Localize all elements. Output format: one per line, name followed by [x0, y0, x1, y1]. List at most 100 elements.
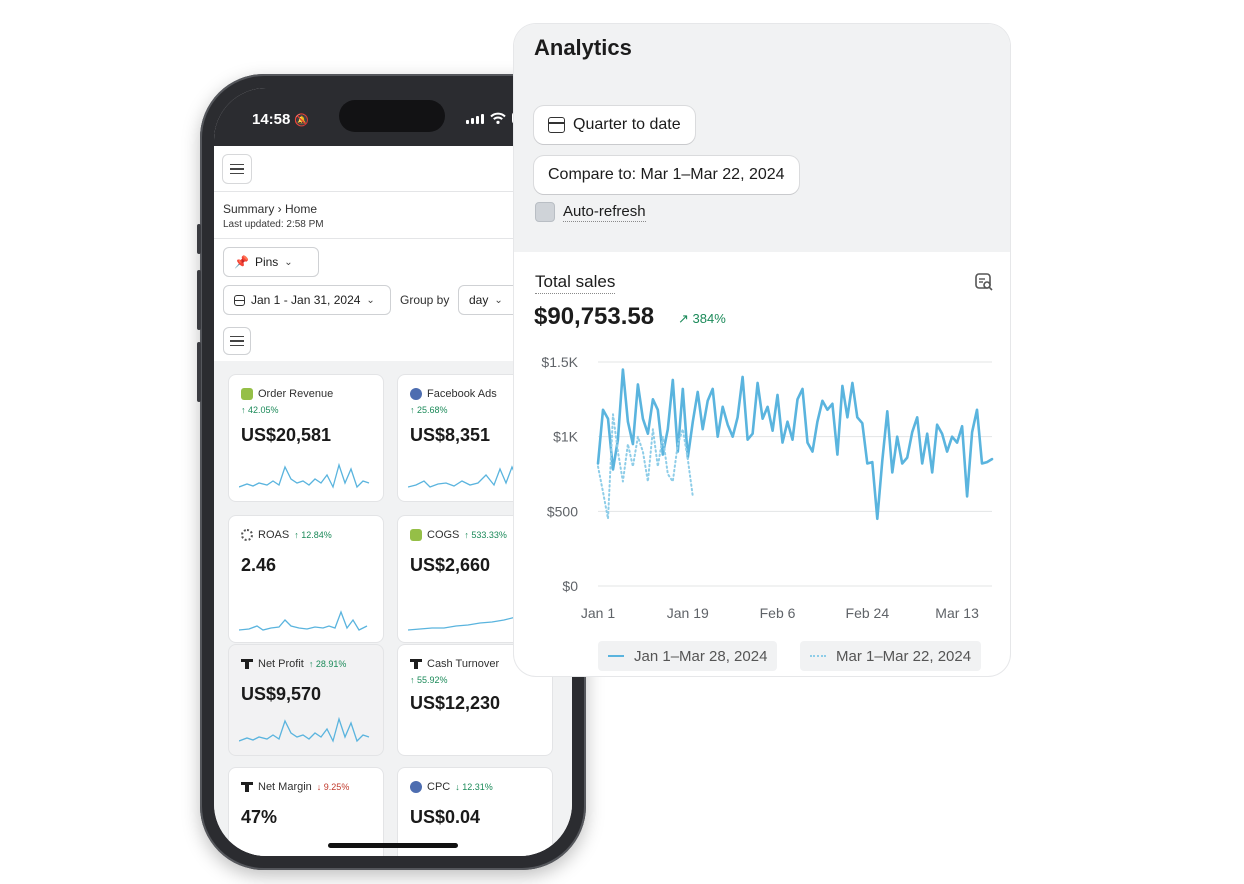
metric-value: US$0.04 — [410, 807, 481, 827]
roas-ring-icon — [241, 529, 253, 541]
legend-solid-swatch — [608, 655, 624, 657]
metric-change: ↓ 12.31% — [455, 782, 493, 792]
app-content: Summary › Home Last updated: 2:58 PM 📌 P… — [214, 146, 572, 856]
date-range-picker[interactable]: Jan 1 - Jan 31, 2024 ⌄ — [223, 285, 391, 315]
legend-label: Mar 1–Mar 22, 2024 — [836, 647, 972, 665]
legend-item-compare[interactable]: Mar 1–Mar 22, 2024 — [800, 641, 982, 671]
wifi-icon — [490, 112, 506, 124]
metric-label: ROAS — [258, 529, 290, 541]
auto-refresh-label[interactable]: Auto-refresh — [563, 203, 646, 222]
bell-mute-icon: 🔕 — [294, 113, 310, 127]
series-line-current — [596, 368, 994, 521]
date-range-button-label: Quarter to date — [573, 116, 681, 133]
metric-change: ↑ 42.05% — [241, 405, 279, 415]
metric-card-roas[interactable]: ROAS ↑ 12.84% 2.46 — [228, 515, 384, 643]
metric-value: 47% — [241, 807, 278, 827]
y-tick-label: $500 — [547, 503, 578, 519]
breadcrumb-area: Summary › Home Last updated: 2:58 PM — [214, 192, 572, 239]
total-sales-value: $90,753.58 — [534, 303, 655, 330]
status-time-wrap: 14:58 🔕 — [252, 111, 309, 128]
breadcrumb[interactable]: Summary › Home — [223, 202, 318, 216]
legend-label: Jan 1–Mar 28, 2024 — [634, 647, 768, 665]
legend-dotted-swatch — [810, 655, 826, 657]
metric-card-cpc[interactable]: CPC ↓ 12.31% US$0.04 — [397, 767, 553, 856]
shopify-icon — [410, 529, 422, 541]
sparkline — [239, 610, 368, 631]
chevron-down-icon: ⌄ — [494, 294, 503, 306]
metric-change: ↑ 533.33% — [464, 530, 507, 540]
filter-settings-button[interactable] — [223, 327, 251, 355]
analytics-panel: Analytics Quarter to date Compare to: Ma… — [514, 24, 1010, 676]
metric-label: Cash Turnover — [427, 658, 500, 670]
metric-value: 2.46 — [241, 555, 277, 575]
compare-to-button[interactable]: Compare to: Mar 1–Mar 22, 2024 — [534, 156, 799, 194]
phone-mute-switch — [197, 224, 201, 254]
chart-title[interactable]: Total sales — [535, 272, 616, 294]
total-sales-change: ↗ 384% — [678, 311, 726, 326]
date-range-label: Jan 1 - Jan 31, 2024 — [251, 293, 361, 307]
triple-whale-icon — [241, 782, 253, 792]
metric-change: ↑ 25.68% — [410, 405, 448, 415]
phone-volume-down — [197, 342, 201, 402]
sparkline-line — [408, 465, 537, 488]
date-range-button[interactable]: Quarter to date — [534, 106, 695, 144]
y-tick-label: $1K — [553, 429, 579, 445]
metric-label: Net Margin — [258, 781, 312, 793]
metric-card-net-margin[interactable]: Net Margin ↓ 9.25% 47% — [228, 767, 384, 856]
x-tick-label: Jan 19 — [667, 605, 709, 621]
series-line-compare — [597, 413, 694, 520]
calendar-icon — [548, 117, 565, 133]
sparkline-line — [239, 716, 370, 743]
metric-value: US$9,570 — [241, 684, 322, 704]
metric-label: Facebook Ads — [427, 388, 497, 400]
chevron-down-icon: ⌄ — [284, 256, 293, 268]
phone-volume-up — [197, 270, 201, 330]
pins-label: Pins — [254, 255, 279, 269]
pin-icon: 📌 — [234, 255, 249, 269]
y-tick-label: $1.5K — [541, 354, 578, 370]
sparkline-line — [239, 610, 368, 631]
filters-bar: 📌 Pins ⌄ Jan 1 - Jan 31, 2024 ⌄ Group by… — [214, 239, 572, 361]
app-top-bar — [214, 146, 572, 192]
metric-card-order-revenue[interactable]: Order Revenue ↑ 42.05% US$20,581 — [228, 374, 384, 502]
metric-value: US$12,230 — [410, 693, 501, 713]
compare-to-label: Compare to: Mar 1–Mar 22, 2024 — [548, 166, 785, 183]
calendar-icon — [234, 294, 245, 306]
chart-inspect-icon[interactable] — [974, 272, 994, 292]
x-tick-label: Mar 13 — [935, 605, 979, 621]
legend-item-current[interactable]: Jan 1–Mar 28, 2024 — [598, 641, 778, 671]
metric-value: US$20,581 — [241, 425, 332, 445]
x-tick-label: Jan 1 — [581, 605, 615, 621]
metric-label: Order Revenue — [258, 388, 334, 400]
sparkline — [408, 465, 537, 488]
metric-change: ↓ 9.25% — [316, 782, 350, 792]
metric-change: ↑ 55.92% — [410, 675, 448, 685]
last-updated: Last updated: 2:58 PM — [223, 219, 324, 230]
shopify-icon — [241, 388, 253, 400]
triple-whale-icon — [410, 659, 422, 669]
status-time: 14:58 — [252, 111, 291, 128]
facebook-icon — [410, 781, 422, 793]
triple-whale-icon — [241, 659, 253, 669]
metric-value: US$8,351 — [410, 425, 491, 445]
sparkline — [239, 462, 370, 489]
home-indicator[interactable] — [328, 843, 458, 848]
metric-card-net-profit[interactable]: Net Profit ↑ 28.91% US$9,570 — [228, 644, 384, 756]
metric-change: ↑ 28.91% — [308, 659, 347, 669]
metric-change: ↑ 12.84% — [294, 530, 332, 540]
auto-refresh-checkbox[interactable] — [535, 202, 555, 222]
metric-label: Net Profit — [258, 658, 304, 670]
phone-screen: 14:58 🔕 Summary › Home Las — [214, 88, 572, 856]
x-tick-label: Feb 6 — [760, 605, 796, 621]
y-tick-label: $0 — [562, 578, 578, 594]
sparkline-line — [239, 462, 370, 489]
pins-dropdown[interactable]: 📌 Pins ⌄ — [223, 247, 319, 277]
metric-label: COGS — [427, 529, 460, 541]
hamburger-menu-button[interactable] — [222, 154, 252, 184]
chevron-down-icon: ⌄ — [366, 294, 375, 306]
metric-label: CPC — [427, 781, 451, 793]
dynamic-island — [339, 100, 445, 132]
page-title: Analytics — [534, 35, 632, 60]
total-sales-chart[interactable]: $0 $500 $1K $1.5K Jan 1 Jan 19 Feb 6 Feb 24 Mar … — [514, 344, 1010, 634]
group-by-value: day — [469, 293, 489, 307]
